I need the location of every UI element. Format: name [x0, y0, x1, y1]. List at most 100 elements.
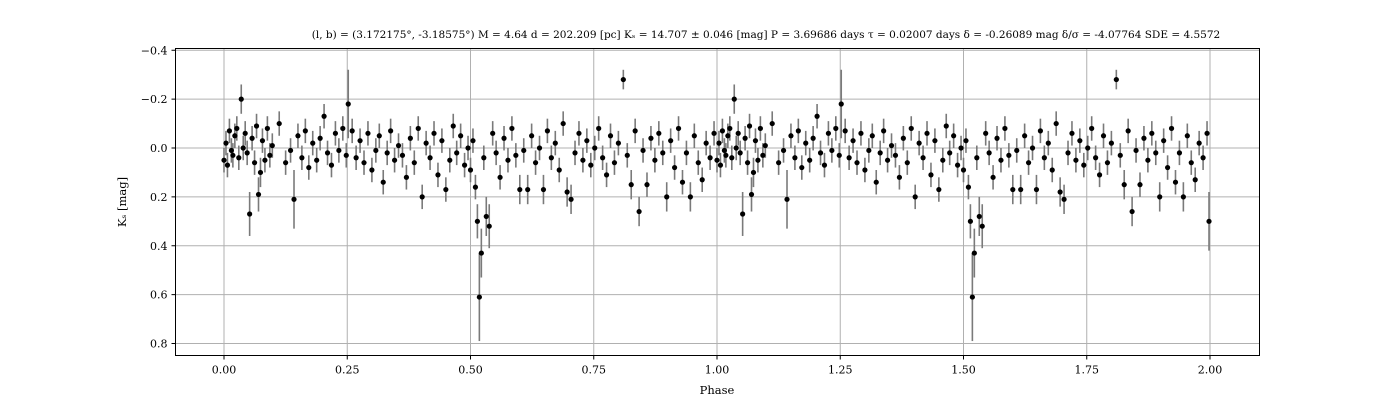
data-point	[221, 157, 227, 163]
data-point	[825, 130, 832, 136]
data-point	[979, 223, 985, 229]
data-point	[994, 135, 1000, 141]
data-point	[719, 128, 726, 134]
data-point	[990, 174, 996, 180]
data-point	[1157, 194, 1163, 200]
axis-ticks: 0.00 0.25 0.50 0.75 1.00 1.25 1.50 1.75 2.00 −0.4…	[141, 44, 1222, 376]
data-point	[244, 150, 250, 156]
data-point	[536, 145, 543, 151]
data-point	[600, 155, 606, 161]
data-point	[971, 250, 977, 256]
data-point	[267, 152, 273, 158]
data-point	[423, 140, 429, 146]
data-point	[249, 135, 255, 141]
data-point	[963, 138, 969, 144]
data-point	[1014, 147, 1020, 154]
data-point	[974, 155, 980, 161]
data-point	[411, 160, 417, 166]
data-point	[501, 135, 507, 141]
data-point	[474, 218, 481, 224]
data-point	[476, 294, 482, 300]
data-point	[1041, 155, 1047, 161]
data-point	[1149, 130, 1155, 136]
data-point	[656, 130, 662, 136]
data-point	[729, 155, 735, 161]
data-point	[399, 152, 406, 158]
data-point	[529, 133, 535, 139]
data-point	[932, 138, 938, 144]
data-point	[799, 164, 805, 171]
x-tick-label: 2.00	[1198, 364, 1223, 377]
data-point	[481, 155, 487, 161]
data-point	[552, 140, 558, 146]
data-point	[1081, 162, 1087, 168]
data-point	[234, 125, 240, 132]
data-point	[792, 155, 798, 161]
data-point	[762, 142, 768, 149]
data-point	[228, 147, 234, 154]
y-tick-label: 0.0	[150, 142, 168, 155]
data-point	[236, 155, 242, 161]
data-point	[817, 150, 824, 156]
data-point	[846, 155, 852, 161]
data-point	[1061, 196, 1067, 202]
data-point	[854, 160, 860, 166]
data-point	[240, 145, 246, 151]
data-point	[947, 150, 953, 156]
data-point	[675, 125, 682, 132]
data-point	[716, 140, 722, 146]
x-tick-label: 0.75	[582, 364, 607, 377]
data-point	[821, 162, 828, 168]
data-point	[253, 123, 260, 129]
data-point	[1129, 208, 1135, 215]
data-point	[1089, 125, 1095, 132]
data-point	[427, 155, 433, 161]
data-point	[1137, 182, 1143, 188]
data-point	[1029, 145, 1036, 151]
data-point	[908, 125, 914, 132]
x-tick-label: 0.25	[335, 364, 360, 377]
data-point	[525, 186, 531, 193]
data-point	[1188, 160, 1194, 166]
data-point	[958, 145, 964, 151]
data-point	[603, 172, 610, 178]
data-point	[769, 120, 775, 127]
data-point	[1049, 167, 1055, 173]
data-point	[1117, 152, 1123, 158]
data-point	[572, 150, 578, 156]
data-point	[877, 150, 883, 156]
y-tick-label: −0.4	[141, 44, 168, 57]
data-point	[986, 150, 992, 156]
data-point	[967, 218, 974, 224]
data-point	[232, 133, 238, 139]
data-point	[896, 174, 903, 180]
data-point	[317, 135, 323, 141]
data-point	[672, 164, 678, 171]
data-point	[721, 147, 727, 154]
data-point	[255, 191, 262, 198]
data-point	[842, 128, 848, 134]
grid-lines	[175, 48, 1260, 356]
data-point	[904, 160, 910, 166]
data-point	[998, 157, 1004, 163]
data-point	[490, 130, 496, 136]
data-point	[1010, 186, 1016, 193]
data-point	[814, 113, 820, 119]
data-point	[1057, 189, 1063, 195]
data-point	[737, 150, 743, 156]
data-point	[592, 145, 598, 151]
data-point	[735, 130, 741, 136]
data-point	[760, 152, 766, 158]
data-point	[687, 194, 693, 200]
data-point	[784, 196, 790, 202]
y-tick-label: −0.2	[141, 93, 168, 106]
x-axis-label: Phase	[700, 383, 735, 397]
data-point	[936, 186, 942, 193]
data-point	[461, 162, 468, 168]
data-point	[725, 133, 731, 139]
data-point	[1204, 130, 1210, 136]
data-point	[1176, 150, 1183, 156]
data-point	[683, 150, 690, 156]
data-point	[916, 140, 922, 146]
